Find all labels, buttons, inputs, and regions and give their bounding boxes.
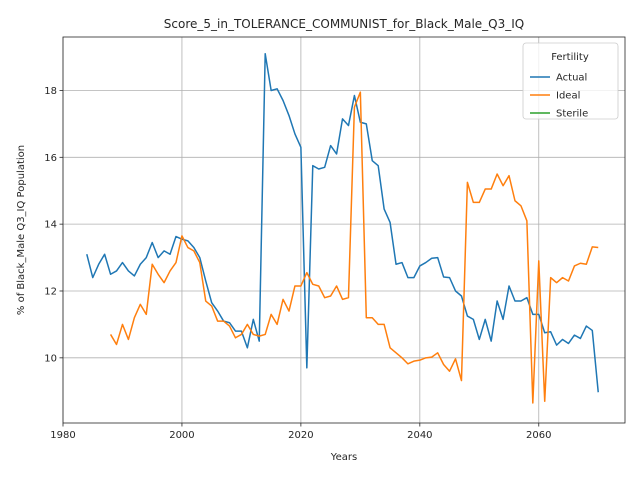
legend-label-actual: Actual (556, 73, 587, 84)
legend-box (522, 42, 619, 120)
series-line-ideal (109, 91, 599, 404)
x-axis-label: Years (330, 452, 357, 463)
y-tick-label: 12 (44, 286, 57, 297)
legend-entries: Actual Ideal Sterile (530, 73, 588, 120)
x-tick-label: 2020 (288, 430, 313, 441)
x-tick-label: 2040 (407, 430, 432, 441)
legend: Fertility Actual Ideal Sterile (522, 42, 619, 120)
legend-title: Fertility (551, 52, 589, 63)
x-axis-ticks: 1980 2000 2020 2040 2060 (50, 423, 551, 441)
x-tick-label: 2060 (526, 430, 551, 441)
y-tick-label: 18 (44, 86, 57, 97)
x-tick-label: 1980 (50, 430, 75, 441)
chart-title: Score_5_in_TOLERANCE_COMMUNIST_for_Black… (164, 17, 524, 31)
y-tick-label: 16 (44, 153, 57, 164)
y-axis-ticks: 10 12 14 16 18 (44, 86, 63, 364)
series-lines (86, 52, 599, 404)
y-tick-label: 10 (44, 353, 57, 364)
y-axis-label: % of Black_Male Q3_IQ Population (16, 145, 27, 315)
x-tick-label: 2000 (169, 430, 194, 441)
plot-frame (62, 36, 626, 424)
legend-label-sterile: Sterile (556, 109, 588, 120)
legend-label-ideal: Ideal (556, 91, 580, 102)
y-tick-label: 14 (44, 220, 57, 231)
series-line-actual (86, 52, 599, 393)
